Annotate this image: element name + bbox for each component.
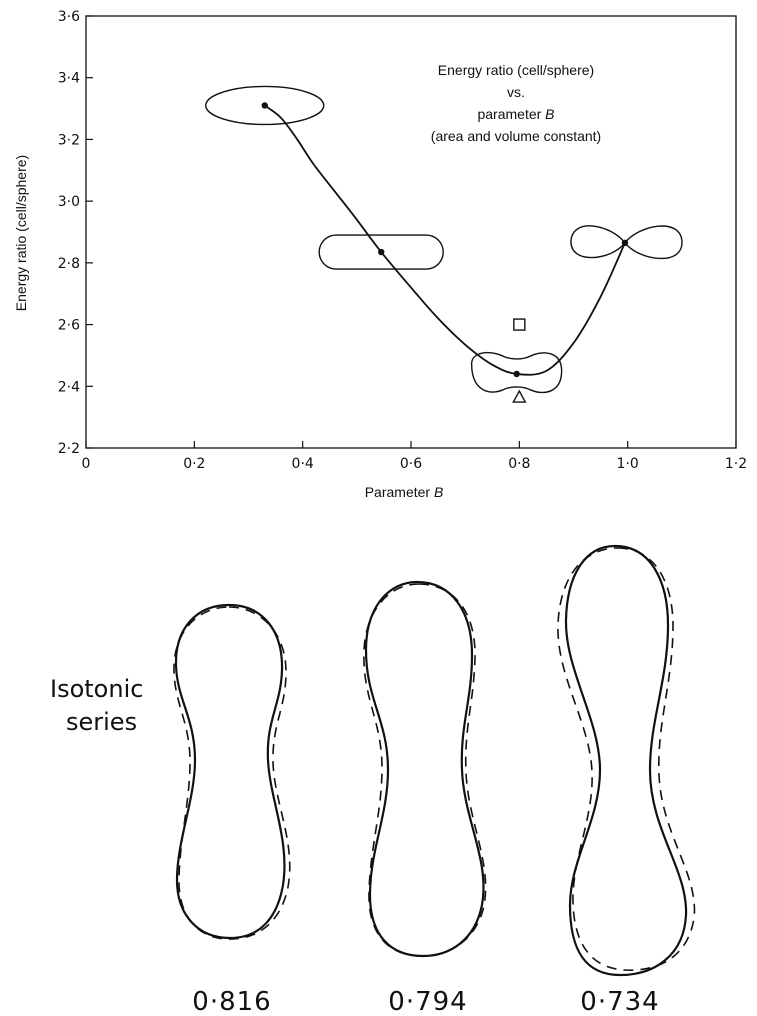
y-tick-label: 3·2 bbox=[58, 132, 80, 148]
cell-dashed-outline bbox=[557, 547, 696, 971]
isotonic-series-panel: Isotonic series 0·816 0·794 0·734 bbox=[50, 544, 696, 1016]
x-tick-label: 1·0 bbox=[617, 456, 639, 472]
x-tick-label: 0·8 bbox=[508, 456, 530, 472]
cell-outline-0794 bbox=[363, 580, 487, 958]
cell-outline-0816 bbox=[173, 603, 291, 940]
data-points bbox=[261, 102, 629, 378]
x-tick-label: 0·2 bbox=[183, 456, 205, 472]
data-point bbox=[621, 239, 629, 246]
y-axis-label: Energy ratio (cell/sphere) bbox=[13, 155, 29, 311]
data-point bbox=[261, 102, 268, 109]
cell-outline-0734 bbox=[557, 544, 696, 977]
annotation-line-2: vs. bbox=[507, 84, 525, 100]
ellipse-shape bbox=[205, 85, 325, 126]
data-point bbox=[378, 248, 385, 256]
energy-ratio-chart: 0 0·2 0·4 0·6 0·8 1·0 1·2 2·2 2·4 2·6 2·8 3·0 3·2 3·… bbox=[13, 9, 747, 500]
data-point bbox=[513, 370, 520, 378]
x-tick-label: 0·6 bbox=[400, 456, 422, 472]
y-tick-label: 2·2 bbox=[58, 441, 80, 457]
cell-dashed-outline bbox=[363, 583, 487, 957]
cell-value-label: 0·816 bbox=[192, 987, 271, 1016]
triangle-marker bbox=[512, 389, 527, 403]
y-tick-label: 3·6 bbox=[58, 9, 80, 25]
annotation-line-3: parameter B bbox=[477, 106, 554, 122]
capsule-shape bbox=[318, 234, 444, 270]
y-tick-label: 2·6 bbox=[58, 318, 80, 334]
y-tick-label: 2·8 bbox=[58, 256, 80, 272]
x-tick-label: 0·4 bbox=[292, 456, 314, 472]
reference-markers bbox=[512, 318, 527, 403]
annotation-line-4: (area and volume constant) bbox=[431, 128, 601, 144]
cell-value-label: 0·794 bbox=[388, 987, 467, 1016]
y-tick-label: 3·0 bbox=[58, 194, 80, 210]
cell-solid-outline bbox=[364, 580, 485, 958]
x-axis-ticks: 0 0·2 0·4 0·6 0·8 1·0 1·2 bbox=[82, 441, 747, 472]
series-label-line-2: series bbox=[66, 708, 137, 736]
cell-solid-outline bbox=[564, 544, 688, 977]
series-label-line-1: Isotonic bbox=[50, 675, 143, 703]
energy-ratio-curve bbox=[264, 104, 626, 376]
cell-solid-outline bbox=[174, 603, 286, 940]
x-axis-label: Parameter B bbox=[365, 484, 444, 500]
cell-value-label: 0·734 bbox=[580, 987, 659, 1016]
y-tick-label: 3·4 bbox=[58, 71, 80, 87]
cell-dashed-outline bbox=[173, 606, 291, 940]
chart-annotation: Energy ratio (cell/sphere) vs. parameter… bbox=[431, 62, 601, 144]
y-axis-ticks: 2·2 2·4 2·6 2·8 3·0 3·2 3·4 3·6 bbox=[58, 9, 93, 457]
y-tick-label: 2·4 bbox=[58, 379, 80, 395]
peanut-shape bbox=[470, 351, 563, 394]
x-tick-label: 1·2 bbox=[725, 456, 747, 472]
x-tick-label: 0 bbox=[82, 456, 91, 472]
square-marker bbox=[513, 318, 526, 331]
annotation-line-1: Energy ratio (cell/sphere) bbox=[438, 62, 594, 78]
